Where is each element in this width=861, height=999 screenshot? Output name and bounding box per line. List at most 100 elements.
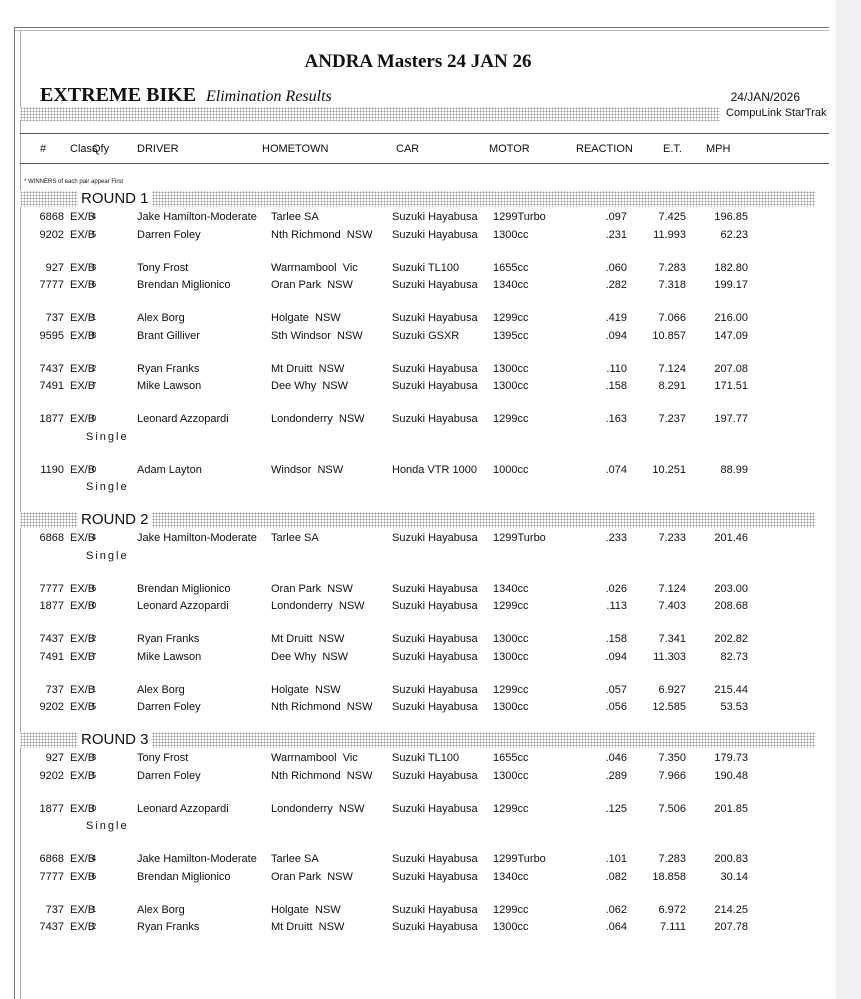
cell: EX/B	[70, 650, 96, 663]
column-header: CAR	[396, 143, 420, 155]
cell: 7.403	[658, 600, 686, 612]
cell: Ryan Franks	[137, 921, 200, 933]
cell: EX/B	[70, 329, 96, 342]
cell: EX/B	[70, 279, 96, 291]
cell: 7	[91, 381, 97, 390]
round-label: ROUND 3	[78, 731, 152, 748]
cell: 7.283	[658, 853, 686, 865]
cell: EX/B	[70, 802, 96, 815]
cell: 737	[45, 312, 64, 324]
cell: 9595	[39, 329, 64, 342]
cell: 2	[91, 634, 97, 643]
cell: 5	[91, 702, 97, 711]
cell: EX/B	[70, 312, 96, 324]
cell: Darren Foley	[137, 228, 201, 241]
cell: Tarlee SA	[271, 532, 319, 544]
cell: 4	[91, 854, 97, 863]
cell: .094	[605, 329, 627, 342]
cell: Suzuki TL100	[392, 752, 460, 764]
cell: .046	[605, 752, 627, 764]
cell: Suzuki Hayabusa	[392, 279, 478, 291]
cell: Suzuki Hayabusa	[392, 633, 478, 645]
cell: 179.73	[714, 752, 748, 764]
cell: Mike Lawson	[137, 650, 202, 663]
cell: 214.25	[714, 903, 748, 916]
cell: EX/B	[70, 853, 96, 865]
column-header: #	[40, 143, 47, 155]
cell: 927	[45, 261, 64, 274]
cell: EX/B	[70, 261, 96, 274]
cell: 6.972	[658, 903, 686, 916]
round-band: ROUND 1	[20, 190, 815, 207]
cell: 9202	[39, 701, 64, 713]
cell: Nth Richmond NSW	[271, 228, 373, 241]
cell: 7.066	[658, 312, 686, 324]
cell: 1299Turbo	[493, 211, 546, 223]
software: CompuLink StarTrak	[726, 107, 827, 119]
cell: Tarlee SA	[271, 853, 319, 865]
cell: 7491	[39, 650, 64, 663]
cell: .231	[605, 228, 627, 241]
round-label: ROUND 1	[78, 190, 152, 207]
cell: 3	[91, 262, 97, 272]
cell: EX/B	[70, 600, 96, 612]
cell: 7.318	[658, 279, 686, 291]
cell: Suzuki Hayabusa	[392, 600, 478, 612]
cell: Oran Park NSW	[271, 582, 353, 595]
cell: Jake Hamilton-Moderate	[137, 853, 257, 865]
cell: Alex Borg	[137, 683, 185, 696]
cell: 1	[91, 684, 97, 694]
cell: 1299Turbo	[493, 532, 546, 544]
cell: Suzuki Hayabusa	[392, 380, 478, 392]
cell: 0	[91, 464, 97, 474]
cell: Suzuki Hayabusa	[392, 853, 478, 865]
cell: 216.00	[714, 312, 748, 324]
cell: 1300cc	[493, 380, 529, 392]
column-header: MOTOR	[489, 143, 530, 155]
subtitle: Elimination Results	[206, 88, 332, 105]
cell: EX/B	[70, 582, 96, 595]
single-note: Single	[86, 549, 129, 562]
cell: 1299cc	[493, 683, 529, 696]
cell: 7.124	[658, 582, 686, 595]
cell: .110	[606, 362, 627, 375]
cell: .158	[605, 633, 627, 645]
cell: 1299cc	[493, 600, 529, 612]
title: ANDRA Masters 24 JAN 26	[304, 51, 532, 72]
note: * WINNERS of each pair appear First	[24, 179, 124, 185]
cell: 927	[45, 752, 64, 764]
cell: 5	[91, 770, 97, 780]
cell: Jake Hamilton-Moderate	[137, 211, 257, 223]
cell: 207.78	[714, 921, 748, 933]
cell: EX/B	[70, 228, 96, 241]
cell: Suzuki Hayabusa	[392, 362, 478, 375]
cell: .064	[605, 921, 627, 933]
cell: EX/B	[70, 413, 96, 425]
cell: 1000cc	[493, 463, 529, 476]
cell: 182.80	[714, 261, 748, 274]
cell: 1190	[40, 463, 64, 476]
cell: 4	[91, 212, 97, 221]
cell: 7	[91, 651, 97, 661]
column-header: MPH	[706, 143, 731, 155]
cell: 1655cc	[493, 752, 529, 764]
cell: .097	[605, 211, 627, 223]
cell: Nth Richmond NSW	[271, 769, 373, 782]
single-note: Single	[86, 820, 129, 832]
cell: Brendan Miglionico	[137, 870, 231, 883]
cell: 1	[91, 904, 97, 914]
cell: 9202	[39, 228, 64, 241]
cell: 1655cc	[493, 261, 529, 274]
cell: 4	[91, 533, 97, 542]
cell: 147.09	[714, 329, 748, 342]
cell: Ryan Franks	[137, 362, 200, 375]
header-rule-2	[20, 163, 829, 164]
cell: Suzuki Hayabusa	[392, 532, 478, 544]
cell: Warrnambool Vic	[271, 261, 358, 274]
cell: .233	[605, 532, 627, 544]
cell: 1300cc	[493, 650, 529, 663]
cell: 7437	[39, 921, 64, 933]
cell: Alex Borg	[137, 312, 185, 324]
cell: .158	[605, 380, 627, 392]
cell: 1300cc	[493, 921, 529, 933]
